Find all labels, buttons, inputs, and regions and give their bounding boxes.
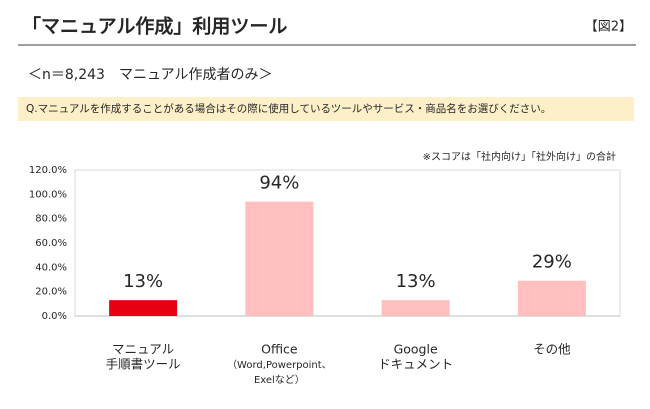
y-tick-label: 120.0%: [29, 165, 67, 176]
x-tick-label: Google: [394, 342, 438, 357]
question: Q.マニュアルを作成することがある場合はその際に使用しているツールやサービス・商…: [26, 102, 551, 115]
bar: [517, 280, 586, 316]
question-band: [18, 97, 634, 121]
y-tick-label: 0.0%: [42, 311, 67, 322]
value-label: 29%: [532, 252, 572, 273]
x-tick-label: Office: [261, 342, 298, 357]
bar: [381, 300, 450, 316]
x-tick-label: （Word,Powerpoint、: [227, 359, 332, 371]
x-tick-label: 手順書ツール: [106, 357, 181, 372]
y-tick-label: 80.0%: [35, 214, 67, 225]
x-tick-label: その他: [533, 342, 571, 357]
value-label: 13%: [123, 271, 163, 292]
value-label: 94%: [259, 173, 299, 194]
value-label: 13%: [396, 271, 436, 292]
y-tick-label: 20.0%: [35, 287, 67, 298]
page-title: 「マニュアル作成」利用ツール: [22, 15, 287, 38]
y-tick-label: 100.0%: [29, 189, 67, 200]
sample-size: ＜n＝8,243 マニュアル作成者のみ＞: [28, 67, 273, 83]
y-tick-label: 60.0%: [35, 238, 67, 249]
bar: [109, 300, 178, 316]
figure-label: 【図2】: [585, 20, 632, 35]
x-tick-label: マニュアル: [112, 342, 174, 357]
x-tick-label: ドキュメント: [378, 357, 453, 372]
x-tick-label: Exelなど）: [254, 374, 305, 386]
bar: [245, 201, 314, 316]
note: ※スコアは「社内向け」「社外向け」の合計: [423, 150, 616, 163]
y-tick-label: 40.0%: [35, 262, 67, 273]
